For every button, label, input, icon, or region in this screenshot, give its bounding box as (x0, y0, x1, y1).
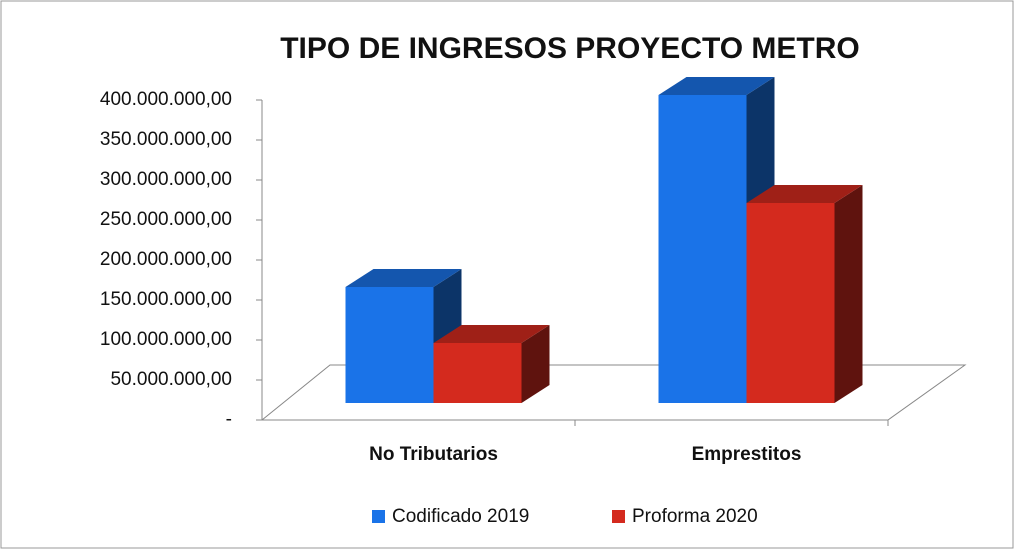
bar-face (521, 325, 550, 403)
legend-swatch (612, 510, 625, 523)
x-tick-label: Emprestitos (692, 444, 802, 465)
y-tick-label: 350.000.000,00 (100, 129, 232, 150)
bar (746, 185, 863, 403)
y-tick-label: 50.000.000,00 (110, 369, 232, 390)
y-tick-label: 100.000.000,00 (100, 329, 232, 350)
y-tick-label: - (226, 409, 232, 430)
bar-face (746, 185, 863, 203)
bar-face (834, 185, 863, 403)
y-tick-label: 250.000.000,00 (100, 209, 232, 230)
bar-face (658, 77, 775, 95)
bar-face (345, 287, 434, 403)
y-tick-label: 300.000.000,00 (100, 169, 232, 190)
bar-face (345, 269, 462, 287)
legend-swatch (372, 510, 385, 523)
y-tick-label: 150.000.000,00 (100, 289, 232, 310)
bar-face (433, 343, 522, 403)
legend-label: Proforma 2020 (632, 506, 758, 527)
y-tick-label: 200.000.000,00 (100, 249, 232, 270)
y-tick-label: 400.000.000,00 (100, 89, 232, 110)
x-tick-label: No Tributarios (369, 444, 498, 465)
bar-face (746, 203, 835, 403)
legend-label: Codificado 2019 (392, 506, 529, 527)
bar (433, 325, 550, 403)
chart-title: TIPO DE INGRESOS PROYECTO METRO (280, 32, 860, 65)
bar-face (433, 325, 550, 343)
bar-face (658, 95, 747, 403)
